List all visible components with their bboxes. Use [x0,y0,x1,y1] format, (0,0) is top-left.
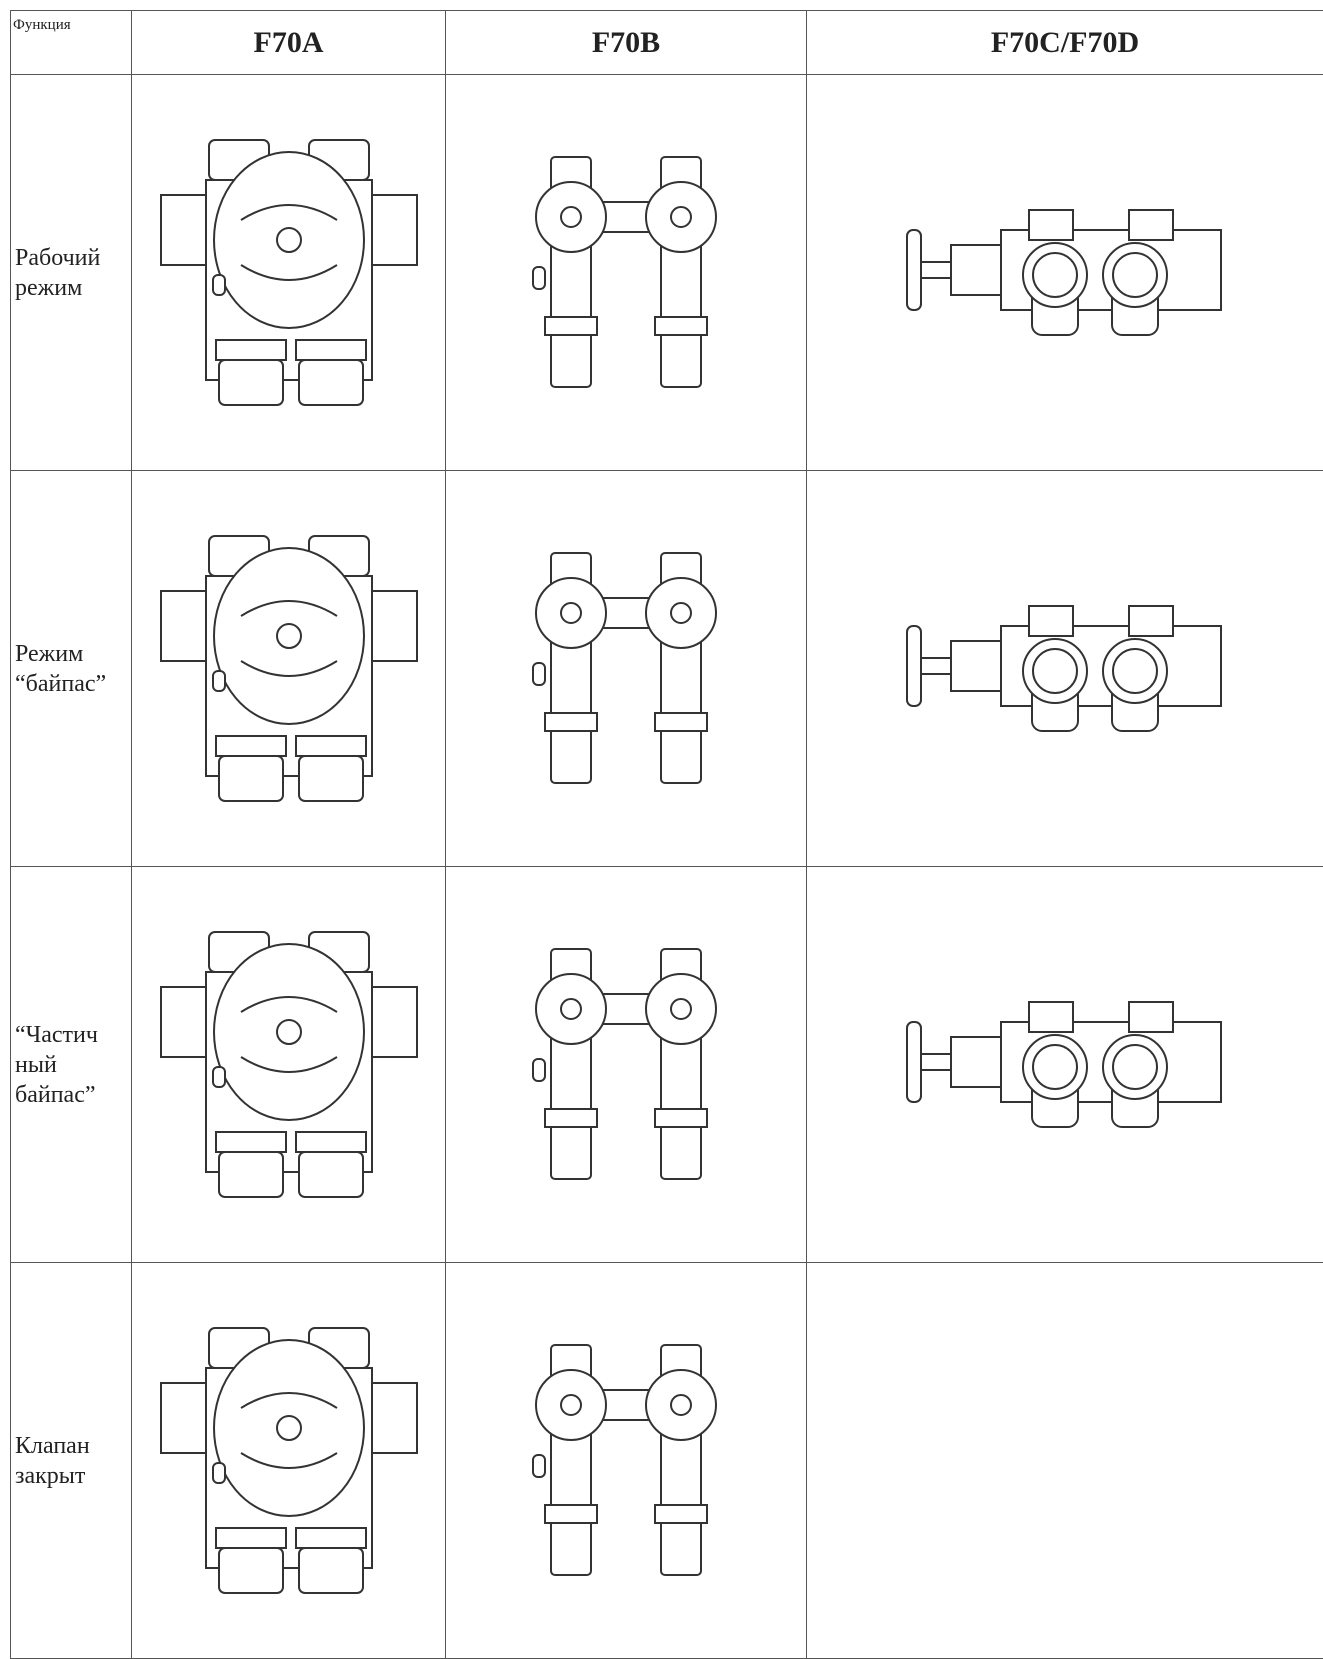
valve-drawing [159,1326,419,1596]
valve-drawing [905,208,1225,338]
row: Режим “байпас” [11,471,1323,867]
row-label: Клапан закрыт [11,1263,132,1659]
valve-drawing [531,551,721,786]
image-cell [132,471,446,867]
row: Клапан закрыт [11,1263,1323,1659]
row-label: Рабочий режим [11,75,132,471]
image-cell [132,1263,446,1659]
row: Рабочий режим [11,75,1323,471]
header-cell: F70C/F70D [807,11,1323,75]
valve-drawing [905,604,1225,734]
valve-drawing [905,1000,1225,1130]
header-cell: Функция [11,11,132,75]
header-cell: F70A [132,11,446,75]
valve-drawing [159,930,419,1200]
valve-drawing [531,1343,721,1578]
row-label: Режим “байпас” [11,471,132,867]
image-cell [446,471,807,867]
image-cell [807,471,1323,867]
image-cell [446,867,807,1263]
row: “Частич ный байпас” [11,867,1323,1263]
header-cell: F70B [446,11,807,75]
valve-table: Функция F70A F70B F70C/F70D Рабочий режи… [10,10,1323,1659]
header-row: Функция F70A F70B F70C/F70D [11,11,1323,75]
image-cell [446,1263,807,1659]
valve-drawing [531,947,721,1182]
row-label: “Частич ный байпас” [11,867,132,1263]
image-cell [807,867,1323,1263]
image-cell [807,75,1323,471]
valve-drawing [159,138,419,408]
valve-drawing [531,155,721,390]
image-cell [446,75,807,471]
empty-cell [807,1263,1323,1659]
image-cell [132,75,446,471]
valve-drawing [159,534,419,804]
image-cell [132,867,446,1263]
